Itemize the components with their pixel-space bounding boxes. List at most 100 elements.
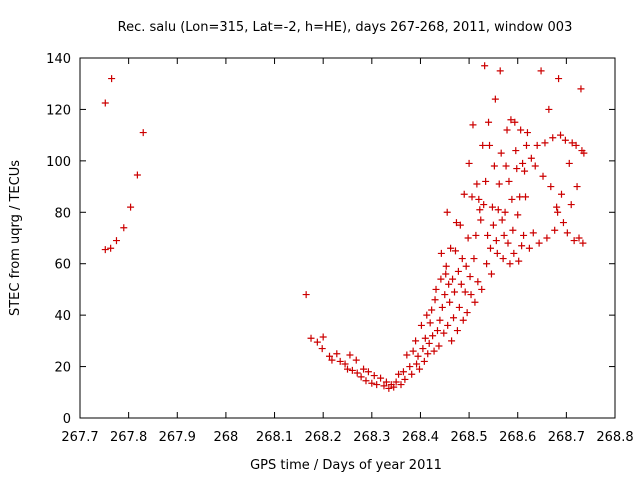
data-point xyxy=(438,303,446,311)
data-point xyxy=(428,306,436,314)
data-point xyxy=(561,136,569,144)
data-point xyxy=(425,339,433,347)
data-point xyxy=(101,246,109,254)
data-point xyxy=(437,275,445,283)
y-tick-label: 100 xyxy=(46,155,71,170)
data-point xyxy=(472,231,480,239)
data-point xyxy=(373,381,381,389)
data-point xyxy=(437,249,445,257)
data-point xyxy=(494,206,502,214)
data-point xyxy=(504,239,512,247)
data-point xyxy=(467,291,475,299)
data-point xyxy=(414,352,422,360)
data-point xyxy=(432,285,440,293)
data-point xyxy=(448,337,456,345)
data-point xyxy=(519,159,527,167)
data-point xyxy=(446,298,454,306)
data-point xyxy=(452,219,460,227)
data-point xyxy=(326,352,334,360)
data-point xyxy=(554,208,562,216)
data-point xyxy=(433,327,441,335)
data-point xyxy=(470,255,478,263)
data-point xyxy=(436,316,444,324)
data-point xyxy=(464,234,472,242)
data-point xyxy=(572,141,580,149)
data-point xyxy=(442,262,450,270)
data-point xyxy=(509,226,517,234)
data-point xyxy=(357,373,365,381)
data-point xyxy=(397,381,405,389)
data-point xyxy=(483,260,491,268)
data-point xyxy=(440,329,448,337)
data-point xyxy=(478,285,486,293)
data-point xyxy=(559,219,567,227)
y-tick-label: 80 xyxy=(54,206,71,221)
y-tick-label: 40 xyxy=(54,309,71,324)
y-tick-label: 140 xyxy=(46,52,71,67)
data-point xyxy=(421,334,429,342)
data-point xyxy=(360,365,368,373)
data-point xyxy=(496,67,504,75)
y-axis-label: STEC from uqrg / TECUs xyxy=(8,160,23,316)
data-point xyxy=(567,201,575,209)
y-tick-label: 20 xyxy=(54,361,71,376)
data-point xyxy=(549,134,557,142)
data-point xyxy=(545,105,553,113)
data-point xyxy=(455,303,463,311)
data-point xyxy=(460,190,468,198)
data-point xyxy=(507,116,515,124)
data-point xyxy=(419,345,427,353)
data-point xyxy=(523,129,531,137)
data-point xyxy=(511,118,519,126)
data-point xyxy=(539,172,547,180)
data-point xyxy=(447,244,455,252)
data-point xyxy=(112,237,120,245)
data-point xyxy=(449,275,457,283)
x-tick-label: 267.9 xyxy=(159,430,196,445)
data-point xyxy=(573,183,581,191)
data-point xyxy=(313,338,321,346)
data-point xyxy=(406,363,414,371)
data-point xyxy=(413,360,421,368)
y-tick-label: 120 xyxy=(46,103,71,118)
data-point xyxy=(408,370,416,378)
data-point xyxy=(497,149,505,157)
data-point xyxy=(471,298,479,306)
data-point xyxy=(482,177,490,185)
data-point xyxy=(475,195,483,203)
data-point xyxy=(390,383,398,391)
data-point xyxy=(133,171,141,179)
data-point xyxy=(466,273,474,281)
data-point xyxy=(333,350,341,358)
data-point xyxy=(465,159,473,167)
data-point xyxy=(107,244,115,252)
data-point xyxy=(108,75,116,83)
y-tick-label: 60 xyxy=(54,258,71,273)
data-point xyxy=(385,384,393,392)
data-point xyxy=(515,257,523,265)
data-point xyxy=(517,126,525,134)
data-point xyxy=(505,177,513,185)
x-tick-label: 268.8 xyxy=(596,430,633,445)
data-point xyxy=(479,141,487,149)
data-point xyxy=(525,244,533,252)
data-point xyxy=(543,234,551,242)
data-point xyxy=(531,162,539,170)
data-point xyxy=(487,270,495,278)
data-point xyxy=(443,208,451,216)
data-point xyxy=(362,377,370,385)
data-point xyxy=(555,75,563,83)
data-point xyxy=(506,260,514,268)
data-point xyxy=(423,311,431,319)
data-point xyxy=(481,62,489,70)
data-point xyxy=(533,141,541,149)
data-point xyxy=(477,216,485,224)
data-point xyxy=(563,229,571,237)
data-point xyxy=(395,370,403,378)
x-tick-label: 268.6 xyxy=(499,430,536,445)
x-tick-label: 267.8 xyxy=(110,430,147,445)
x-tick-label: 268 xyxy=(213,430,238,445)
data-point xyxy=(514,211,522,219)
x-axis: 267.7 267.8 267.9 268 268.1 268.2 268.3 268.4 26… xyxy=(61,58,634,445)
data-point xyxy=(307,334,315,342)
